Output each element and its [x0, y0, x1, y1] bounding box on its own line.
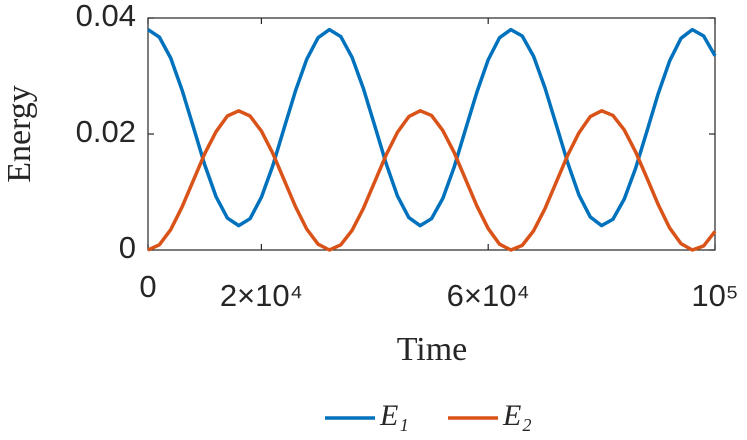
- series-line: [147, 27, 717, 228]
- series-line: [147, 109, 717, 252]
- legend-label: E₁: [379, 399, 409, 432]
- legend-label: E₂: [502, 399, 532, 432]
- y-tick-label: 0.02: [76, 114, 136, 149]
- y-axis-label: Energy: [1, 85, 38, 183]
- x-tick-label: 10⁵: [691, 278, 738, 313]
- y-tick-label: 0.04: [76, 0, 136, 33]
- y-tick-label: 0: [119, 230, 136, 265]
- x-axis-label: Time: [397, 331, 468, 368]
- x-tick-label: 6×10⁴: [447, 278, 530, 313]
- x-tick-label: 2×10⁴: [220, 278, 303, 313]
- x-tick-label: 0: [139, 269, 156, 304]
